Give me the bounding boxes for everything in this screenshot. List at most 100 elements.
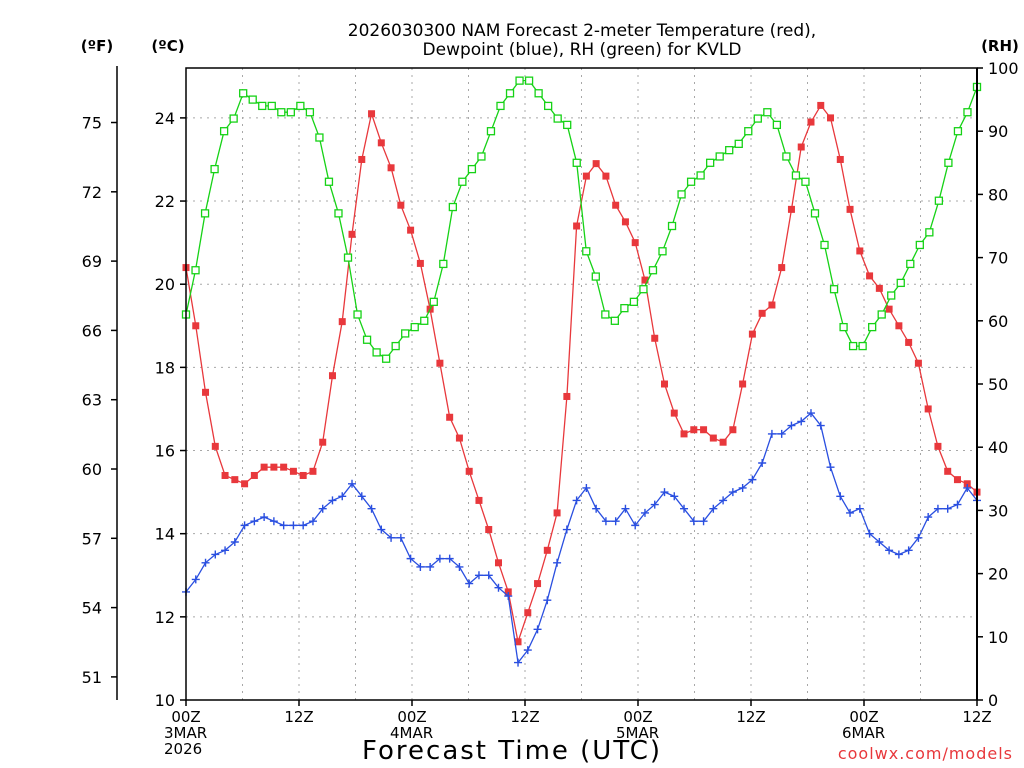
temperature-point [563,392,571,400]
rh-point [515,76,524,85]
dewpoint-point [348,479,357,488]
dewpoint-line [185,412,978,665]
x-tick-label: 12Z [962,708,991,726]
rh-point [601,310,610,319]
x-tick-label: 00Z [623,708,652,726]
temperature-point [289,467,297,475]
dewpoint-point [640,508,649,517]
dewpoint-point [806,409,815,418]
temperature-point [582,172,590,180]
rh-point [839,322,848,332]
fahrenheit-tick-label: 54 [82,599,102,618]
fahrenheit-tick-label: 51 [82,668,102,687]
rh-point [543,101,553,111]
rh-point [582,247,591,256]
rh-point [229,114,238,123]
dewpoint-point [465,579,474,588]
rh-tick-label: 10 [988,628,1008,647]
rh-unit-label: (RH) [981,37,1019,55]
rh-point [934,196,944,205]
temperature-point [319,438,327,446]
temperature-point [446,413,454,421]
rh-point [639,285,648,294]
rh-tick-label: 30 [988,501,1008,520]
dewpoint-point [435,554,444,563]
dewpoint-point [357,492,366,501]
dewpoint-point [299,521,308,530]
temperature-point [387,164,395,172]
dewpoint-point [875,538,884,546]
dewpoint-point [260,513,269,522]
temperature-point [866,272,874,280]
temperature-point [475,496,483,504]
rh-point [782,152,791,161]
temperature-point [905,338,913,346]
dewpoint-point [387,533,396,542]
dewpoint-point [719,496,728,505]
temperature-point [875,284,883,292]
celsius-tick-label: 24 [155,109,175,128]
temperature-point [504,588,512,596]
dewpoint-point [631,521,640,530]
temperature-point [934,442,942,450]
dewpoint-point [601,517,610,526]
temperature-point [778,264,786,272]
rh-point [572,158,581,167]
temperature-point [719,438,727,446]
rh-point [362,335,372,344]
celsius-tick-label: 10 [155,691,175,710]
temperature-point [963,480,971,488]
dewpoint-point [367,504,376,513]
fahrenheit-tick-label: 60 [82,460,102,479]
rh-point [267,101,276,111]
temperature-point [768,301,776,309]
rh-tick-label: 40 [988,438,1008,457]
temperature-point [621,218,629,226]
celsius-tick-label: 22 [155,192,175,211]
rh-point [391,341,400,351]
temperature-point [397,201,405,209]
fahrenheit-tick-label: 75 [82,114,102,133]
temperature-point [885,305,893,313]
rh-point [667,221,677,231]
rh-point [305,108,315,117]
x-tick-label: 00Z [171,708,200,726]
temperature-point [836,155,844,163]
x-tick-label: 00Z [397,708,426,726]
rh-point [210,164,219,174]
rh-tick-label: 70 [988,249,1008,268]
temperature-point [739,380,747,388]
rh-point [324,177,334,186]
rh-point [868,322,877,332]
dewpoint-point [523,646,532,655]
rh-tick-label: 60 [988,312,1008,331]
temperature-point [299,471,307,479]
temperature-point [192,322,200,330]
fahrenheit-tick-label: 57 [82,529,102,548]
dewpoint-point [416,562,425,571]
rh-point [410,322,419,332]
rh-point [629,297,639,306]
rh-tick-label: 90 [988,122,1008,141]
x-tick-label: 4MAR [390,724,433,742]
rh-point [258,101,267,111]
temperature-point [211,442,219,450]
rh-point [296,101,305,111]
temperature-point [641,276,649,284]
rh-point [534,89,543,98]
dewpoint-point [221,546,230,555]
dewpoint-point [777,429,786,438]
dewpoint-point [963,483,972,492]
dewpoint-point [797,417,806,426]
rh-point [248,95,257,104]
temperature-point [328,372,336,380]
dewpoint-point [787,421,796,430]
rh-point [620,304,629,313]
fahrenheit-tick-label: 69 [82,252,102,271]
temperature-point [797,143,805,151]
dewpoint-point [894,550,903,559]
dewpoint-series [182,409,981,667]
temperature-point [670,409,678,417]
rh-point [791,171,801,180]
